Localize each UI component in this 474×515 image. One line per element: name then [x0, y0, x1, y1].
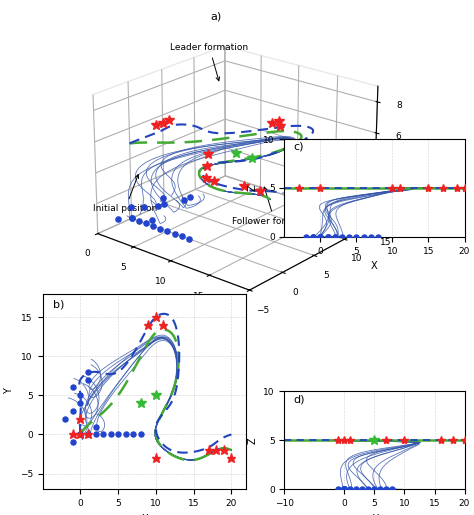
Text: b): b): [53, 299, 64, 310]
Point: [129, 431, 137, 439]
Point: [310, 233, 317, 241]
Point: [341, 485, 348, 493]
Text: Follower formation: Follower formation: [232, 187, 317, 226]
X-axis label: [m]: [m]: [137, 295, 154, 305]
Point: [137, 431, 145, 439]
Point: [114, 431, 122, 439]
Point: [107, 431, 114, 439]
Text: c): c): [293, 142, 304, 152]
Text: a): a): [210, 11, 222, 22]
Point: [62, 415, 69, 423]
Point: [324, 233, 331, 241]
Text: d): d): [293, 394, 305, 404]
Point: [69, 438, 77, 447]
X-axis label: X: X: [371, 261, 378, 271]
Point: [341, 485, 348, 493]
Point: [77, 399, 84, 407]
Point: [367, 233, 374, 241]
Point: [91, 422, 99, 431]
Point: [341, 485, 348, 493]
Point: [324, 233, 331, 241]
Point: [331, 233, 338, 241]
Point: [77, 431, 84, 439]
Point: [91, 431, 99, 439]
Point: [69, 383, 77, 391]
Point: [69, 407, 77, 415]
Point: [360, 233, 367, 241]
Point: [341, 485, 348, 493]
Point: [341, 485, 348, 493]
Point: [389, 485, 396, 493]
Point: [371, 485, 378, 493]
Point: [365, 485, 372, 493]
Point: [341, 485, 348, 493]
Point: [331, 233, 338, 241]
Point: [346, 485, 354, 493]
Point: [317, 233, 324, 241]
Text: Initial position: Initial position: [93, 175, 157, 213]
Point: [310, 233, 317, 241]
Point: [77, 431, 84, 439]
Point: [374, 233, 382, 241]
Point: [77, 391, 84, 400]
Point: [302, 233, 310, 241]
Y-axis label: Y: Y: [4, 388, 14, 394]
Point: [317, 233, 324, 241]
Point: [84, 375, 92, 384]
Point: [341, 485, 348, 493]
Point: [99, 431, 107, 439]
Point: [310, 233, 317, 241]
X-axis label: Y: Y: [372, 513, 377, 515]
Point: [317, 233, 324, 241]
X-axis label: X: X: [141, 513, 148, 515]
Point: [346, 233, 353, 241]
Point: [324, 233, 331, 241]
Point: [317, 233, 324, 241]
Point: [353, 233, 360, 241]
Point: [359, 485, 366, 493]
Text: Leader formation: Leader formation: [171, 43, 248, 81]
Point: [341, 485, 348, 493]
Point: [377, 485, 384, 493]
Point: [353, 485, 360, 493]
Point: [338, 233, 346, 241]
Point: [122, 431, 129, 439]
Point: [383, 485, 390, 493]
Point: [341, 485, 348, 493]
Text: [m]: [m]: [373, 171, 383, 189]
Y-axis label: Z: Z: [247, 437, 258, 443]
Point: [84, 368, 92, 376]
Point: [84, 431, 92, 439]
Point: [335, 485, 342, 493]
Point: [341, 485, 348, 493]
Y-axis label: Z: Z: [247, 185, 258, 191]
Text: Reference path p$_d$: Reference path p$_d$: [294, 167, 378, 200]
